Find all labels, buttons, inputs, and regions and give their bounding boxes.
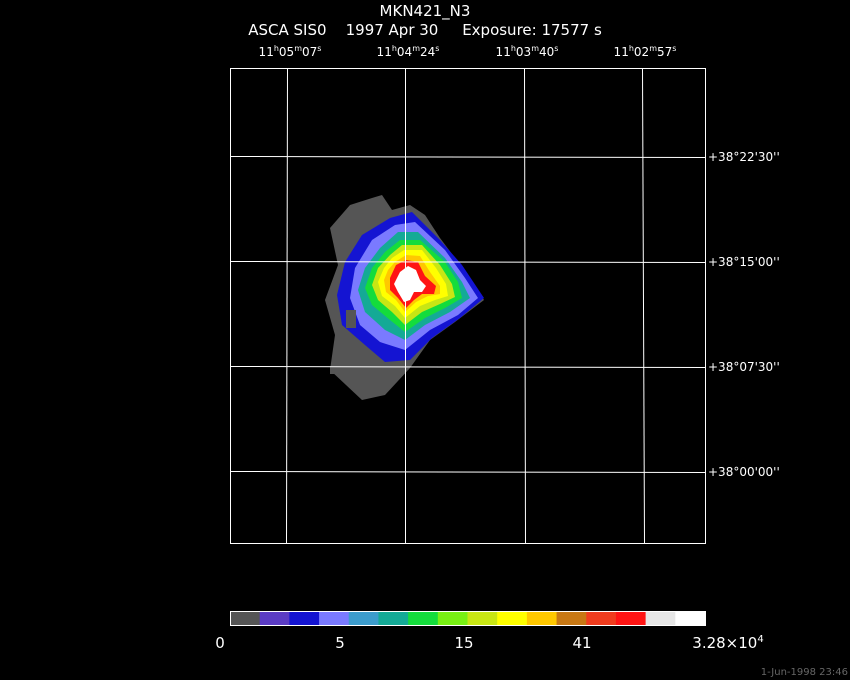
colorbar-swatch <box>556 611 587 625</box>
ra-label-3: 11h03m40s <box>495 44 559 59</box>
colorbar-swatch <box>615 611 647 625</box>
colorbar-swatch <box>319 611 350 625</box>
coordinate-grid <box>230 68 706 544</box>
colorbar-label-41: 41 <box>572 634 592 652</box>
colorbar-swatch <box>675 611 706 625</box>
ra-label-4: 11h02m57s <box>613 44 677 59</box>
dec-label-2: +38°15'00'' <box>708 255 780 269</box>
colorbar-label-0: 0 <box>215 634 225 652</box>
timestamp-footer: 1-Jun-1998 23:46 <box>760 667 848 678</box>
dec-label-1: +38°22'30'' <box>708 150 780 164</box>
colorbar-swatch <box>437 611 468 625</box>
colorbar-swatch <box>348 611 379 625</box>
source-emission <box>325 195 484 400</box>
colorbar-label-15: 15 <box>454 634 474 652</box>
colorbar-swatch <box>586 611 617 625</box>
image-frame <box>230 68 706 544</box>
colorbar-swatch <box>497 611 528 625</box>
colorbar-frame <box>230 611 706 626</box>
colorbar-swatch <box>408 611 439 625</box>
colorbar-swatch <box>289 611 320 625</box>
ra-label-2: 11h04m24s <box>376 44 440 59</box>
colorbar-swatch <box>378 611 409 625</box>
colorbar <box>230 611 706 626</box>
image-title: MKN421_N3 <box>379 2 471 20</box>
dec-label-4: +38°00'00'' <box>708 465 780 479</box>
colorbar-swatch <box>259 611 290 625</box>
colorbar-swatch <box>645 611 676 625</box>
colorbar-label-max: 3.28×104 <box>692 634 764 652</box>
dec-label-3: +38°07'30'' <box>708 360 780 374</box>
colorbar-swatch <box>230 611 261 625</box>
ra-label-1: 11h05m07s <box>258 44 322 59</box>
colorbar-swatch <box>526 611 558 625</box>
image-subtitle: ASCA SIS0 1997 Apr 30 Exposure: 17577 s <box>248 21 602 39</box>
colorbar-swatch <box>467 611 498 625</box>
colorbar-label-5: 5 <box>335 634 345 652</box>
